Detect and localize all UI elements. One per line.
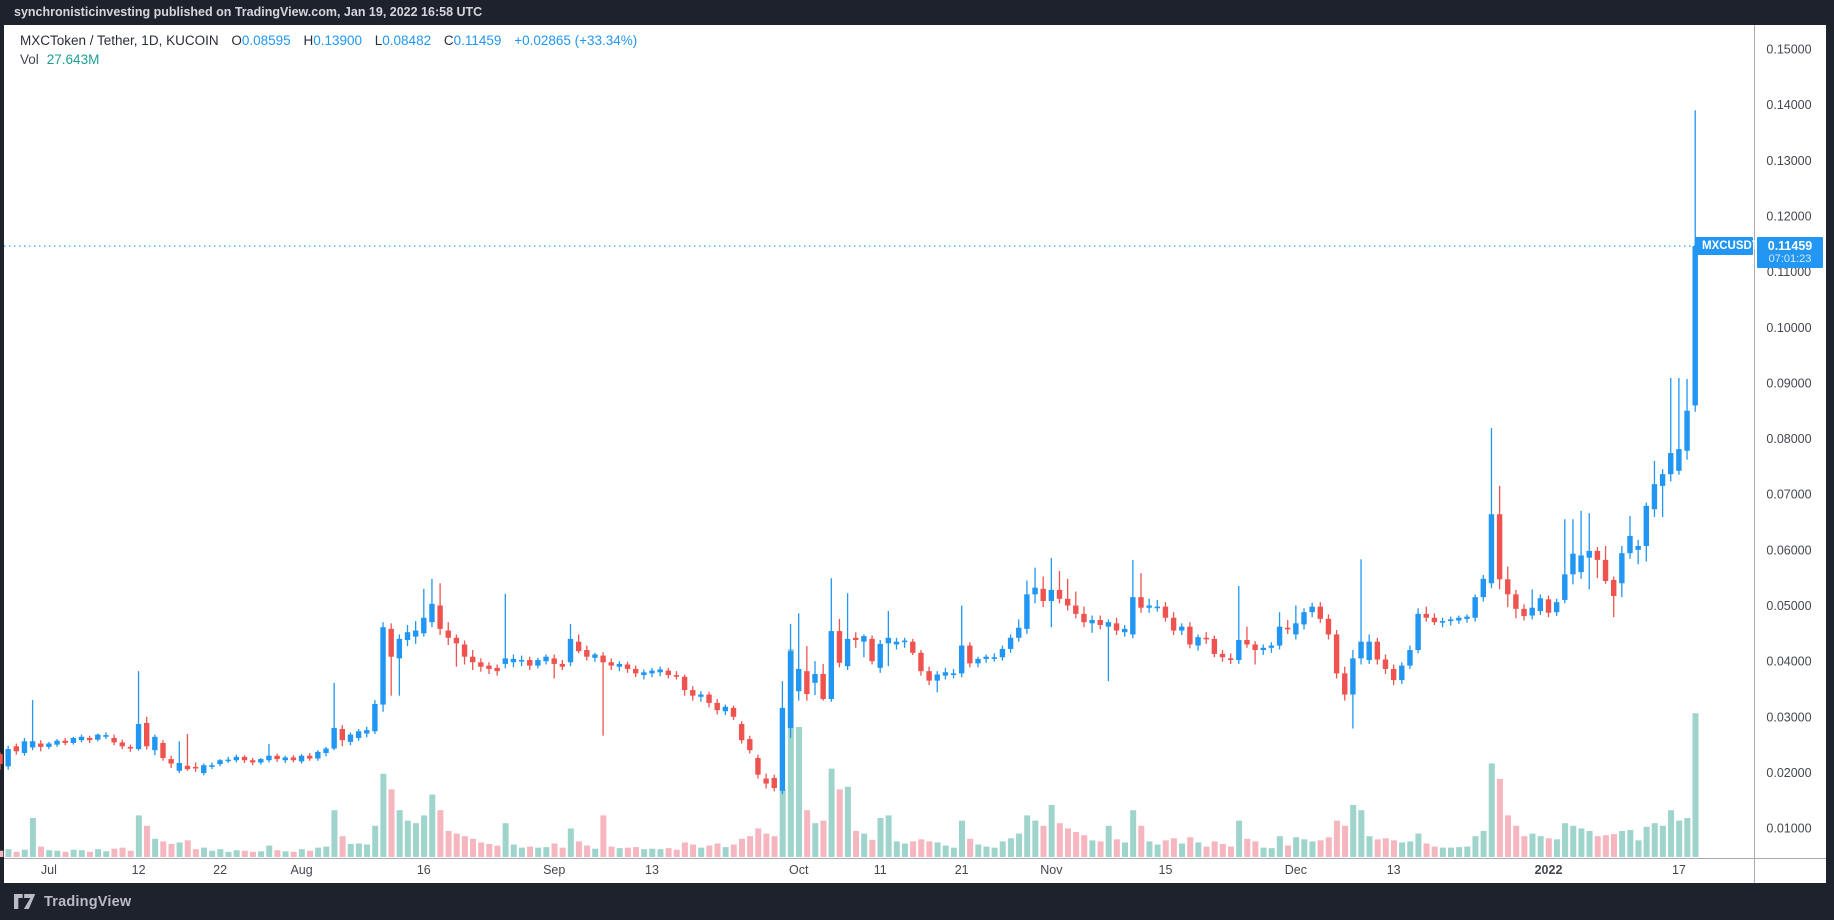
close-label: C <box>443 33 454 48</box>
flag-symbol: MXCUSDT <box>1702 240 1759 253</box>
footer-bar: TradingView <box>0 883 1834 920</box>
svg-text:0.04000: 0.04000 <box>1766 655 1811 669</box>
low-value: 0.08482 <box>382 33 432 48</box>
svg-text:11: 11 <box>874 863 887 877</box>
svg-text:0.03000: 0.03000 <box>1766 710 1811 724</box>
high-value: 0.13900 <box>313 33 362 48</box>
chart-legend: MXCToken / Tether, 1D, KUCOIN O0.08595 H… <box>20 31 637 69</box>
svg-text:Jul: Jul <box>41 863 57 877</box>
svg-text:0.06000: 0.06000 <box>1766 543 1811 557</box>
svg-text:0.05000: 0.05000 <box>1766 599 1811 613</box>
svg-text:0.13000: 0.13000 <box>1766 154 1811 168</box>
svg-text:Nov: Nov <box>1040 863 1063 877</box>
change-value: +0.02865 (+33.34%) <box>514 33 638 48</box>
legend-row-main: MXCToken / Tether, 1D, KUCOIN O0.08595 H… <box>20 31 637 50</box>
attribution-text: synchronisticinvesting published on Trad… <box>14 5 483 19</box>
svg-text:0.11000: 0.11000 <box>1767 265 1811 279</box>
close-value: 0.11459 <box>453 33 502 48</box>
tradingview-brand[interactable]: TradingView <box>44 893 132 910</box>
current-price: 0.11459 <box>1767 239 1813 254</box>
svg-text:12: 12 <box>132 863 146 877</box>
svg-text:0.14000: 0.14000 <box>1766 98 1811 112</box>
svg-text:2022: 2022 <box>1535 863 1563 877</box>
svg-text:0.09000: 0.09000 <box>1766 376 1811 390</box>
tradingview-logo-icon[interactable] <box>14 894 36 909</box>
current-price-flag: MXCUSDT <box>1695 237 1759 256</box>
chart-panel[interactable] <box>4 25 1826 883</box>
low-label: L <box>374 33 383 48</box>
svg-text:22: 22 <box>213 863 227 877</box>
svg-text:0.07000: 0.07000 <box>1766 488 1811 502</box>
bar-countdown: 07:01:23 <box>1768 253 1812 266</box>
attribution-bar: synchronisticinvesting published on Trad… <box>0 0 1834 25</box>
open-label: O <box>231 33 242 48</box>
svg-text:0.15000: 0.15000 <box>1766 43 1811 57</box>
svg-text:16: 16 <box>417 863 431 877</box>
time-axis-border <box>4 858 1826 859</box>
svg-text:0.10000: 0.10000 <box>1766 321 1811 335</box>
svg-text:Dec: Dec <box>1285 863 1307 877</box>
volume-value: 27.643M <box>46 52 100 67</box>
svg-text:21: 21 <box>955 863 969 877</box>
svg-text:0.01000: 0.01000 <box>1766 822 1811 836</box>
high-label: H <box>303 33 314 48</box>
price-axis-label: 0.11459 07:01:23 <box>1757 237 1823 269</box>
svg-text:13: 13 <box>1387 863 1401 877</box>
svg-text:13: 13 <box>645 863 659 877</box>
svg-text:17: 17 <box>1672 863 1686 877</box>
svg-text:0.02000: 0.02000 <box>1766 766 1811 780</box>
svg-text:Sep: Sep <box>543 863 565 877</box>
price-axis-border <box>1754 25 1755 883</box>
symbol-title[interactable]: MXCToken / Tether, 1D, KUCOIN <box>20 33 219 48</box>
svg-text:0.12000: 0.12000 <box>1766 209 1811 223</box>
svg-text:Aug: Aug <box>290 863 312 877</box>
open-value: 0.08595 <box>241 33 291 48</box>
svg-text:15: 15 <box>1159 863 1173 877</box>
legend-row-volume: Vol 27.643M <box>20 50 637 69</box>
svg-text:0.08000: 0.08000 <box>1766 432 1811 446</box>
volume-label: Vol <box>20 52 39 67</box>
svg-text:Oct: Oct <box>789 863 809 877</box>
